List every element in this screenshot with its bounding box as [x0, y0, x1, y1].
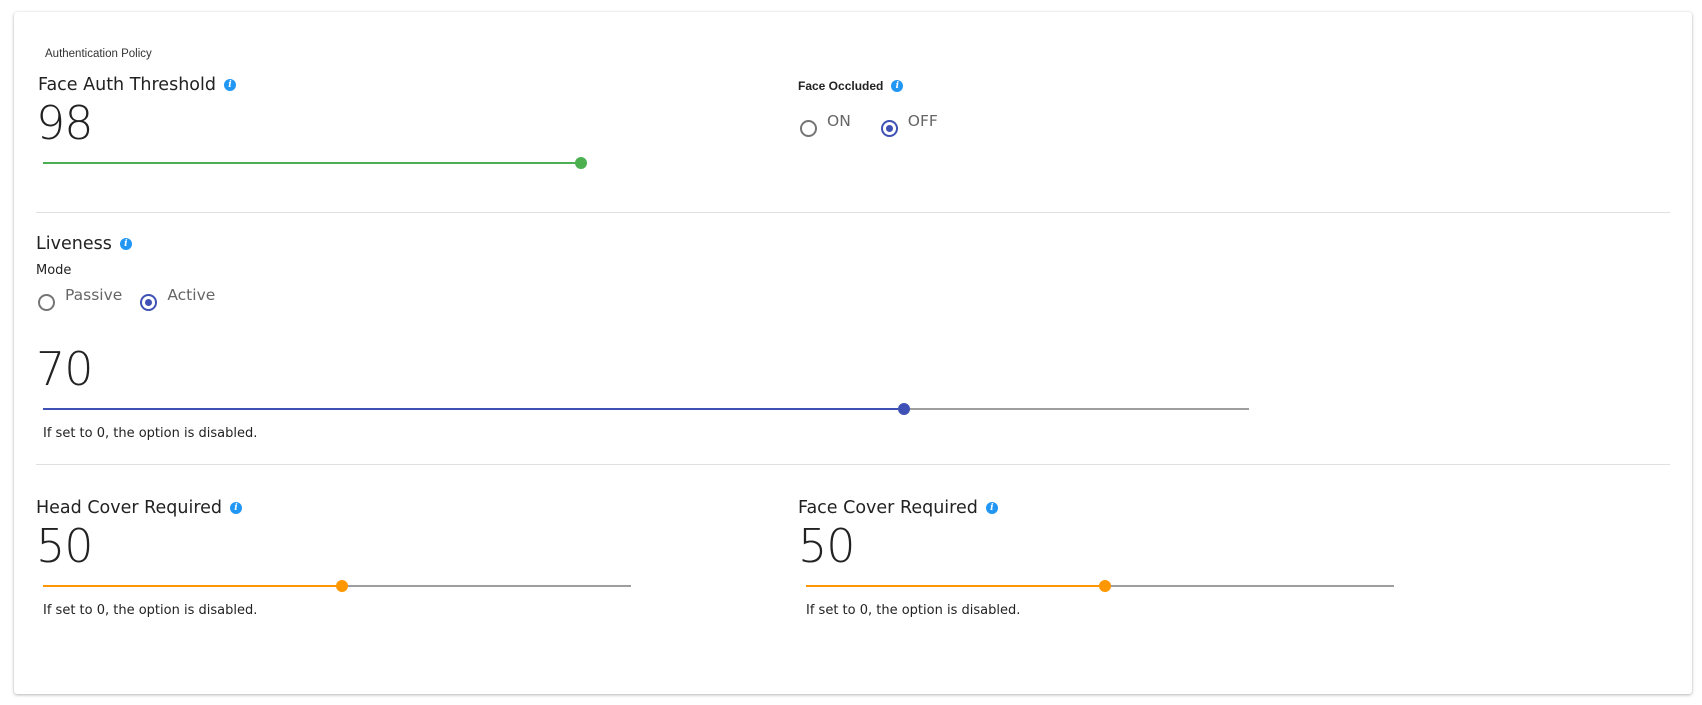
liveness-slider[interactable]	[43, 403, 1249, 415]
slider-thumb[interactable]	[575, 157, 587, 169]
divider	[36, 464, 1670, 465]
face-cover-hint: If set to 0, the option is disabled.	[806, 603, 1021, 618]
divider	[36, 212, 1670, 213]
slider-thumb[interactable]	[336, 580, 349, 592]
liveness-hint: If set to 0, the option is disabled.	[43, 426, 258, 441]
face-occluded-radio-group: ON OFF	[800, 112, 956, 137]
face-occluded-label: Face Occluded i	[798, 79, 904, 93]
radio-circle[interactable]	[800, 119, 817, 137]
section-title: Authentication Policy	[45, 48, 152, 60]
authentication-policy-card: Authentication Policy Face Auth Threshol…	[14, 12, 1692, 694]
info-icon[interactable]: i	[119, 238, 132, 250]
radio-circle[interactable]	[140, 293, 158, 311]
face-occluded-text: Face Occluded	[798, 79, 884, 93]
slider-fill	[43, 408, 905, 410]
mode-label: Mode	[36, 263, 72, 278]
head-cover-text: Head Cover Required	[36, 498, 223, 518]
info-icon[interactable]: i	[891, 80, 904, 92]
face-cover-text: Face Cover Required	[798, 498, 978, 518]
radio-circle[interactable]	[38, 293, 55, 311]
liveness-text: Liveness	[36, 234, 112, 254]
radio-label: Passive	[65, 286, 123, 304]
head-cover-hint: If set to 0, the option is disabled.	[43, 603, 258, 618]
head-cover-slider[interactable]	[43, 580, 631, 592]
head-cover-label: Head Cover Required i	[36, 498, 243, 518]
face-auth-threshold-slider[interactable]	[43, 157, 587, 169]
slider-fill	[43, 162, 581, 164]
radio-label: Active	[167, 286, 216, 304]
radio-label: OFF	[907, 112, 938, 130]
slider-fill	[43, 585, 343, 587]
face-auth-threshold-label: Face Auth Threshold i	[38, 75, 236, 95]
slider-fill	[806, 585, 1106, 587]
radio-label: ON	[827, 112, 851, 130]
radio-mode-passive[interactable]: Passive	[38, 286, 122, 311]
info-icon[interactable]: i	[230, 502, 243, 514]
slider-thumb[interactable]	[1099, 580, 1112, 592]
info-icon[interactable]: i	[985, 502, 998, 514]
info-icon[interactable]: i	[223, 79, 236, 91]
liveness-label: Liveness i	[36, 234, 132, 254]
liveness-value: 70	[36, 342, 94, 396]
liveness-mode-radio-group: Passive Active	[38, 286, 233, 311]
radio-circle[interactable]	[880, 119, 898, 137]
slider-thumb[interactable]	[898, 403, 911, 415]
radio-face-occluded-off[interactable]: OFF	[880, 112, 938, 137]
radio-face-occluded-on[interactable]: ON	[800, 112, 851, 137]
face-cover-label: Face Cover Required i	[798, 498, 998, 518]
face-cover-value: 50	[798, 519, 856, 573]
face-auth-threshold-value: 98	[36, 96, 94, 150]
face-auth-threshold-text: Face Auth Threshold	[38, 75, 216, 95]
radio-mode-active[interactable]: Active	[140, 286, 215, 311]
head-cover-value: 50	[36, 519, 94, 573]
face-cover-slider[interactable]	[806, 580, 1394, 592]
